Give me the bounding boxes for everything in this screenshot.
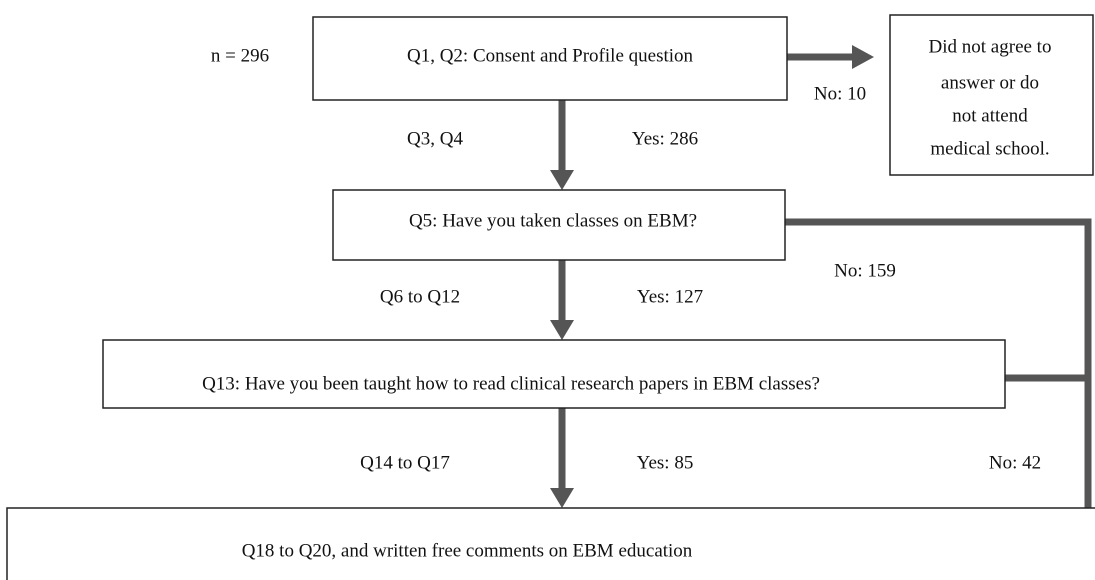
connector — [785, 218, 1092, 552]
node-label: medical school. — [930, 138, 1049, 159]
edge-label: No: 159 — [834, 260, 896, 281]
edge-label: No: 10 — [814, 83, 866, 104]
node-label: Q5: Have you taken classes on EBM? — [409, 210, 697, 231]
sample-size: n = 296 — [211, 45, 269, 66]
node-box — [102, 339, 1006, 409]
arrowhead — [550, 320, 574, 340]
edge-label: Yes: 127 — [637, 286, 703, 307]
node-label: Q1, Q2: Consent and Profile question — [407, 45, 694, 66]
node-box — [6, 507, 1095, 580]
node-label: Q18 to Q20, and written free comments on… — [242, 540, 693, 561]
edge-questions: Q3, Q4 — [407, 128, 463, 149]
arrowhead — [852, 45, 874, 69]
node-label: not attend — [952, 105, 1028, 126]
edge-label: Yes: 85 — [637, 452, 694, 473]
edge-label: Yes: 286 — [632, 128, 698, 149]
node-box — [332, 189, 786, 261]
arrowhead — [550, 170, 574, 190]
edge-label: No: 42 — [989, 452, 1041, 473]
edge-questions: Q6 to Q12 — [380, 286, 460, 307]
node-box — [312, 16, 788, 101]
node-label: Did not agree to — [929, 36, 1052, 57]
node-label: answer or do — [941, 72, 1039, 93]
edge-questions: Q14 to Q17 — [360, 452, 450, 473]
arrowhead — [550, 488, 574, 508]
node-box — [889, 14, 1094, 176]
node-label: Q13: Have you been taught how to read cl… — [202, 373, 820, 394]
